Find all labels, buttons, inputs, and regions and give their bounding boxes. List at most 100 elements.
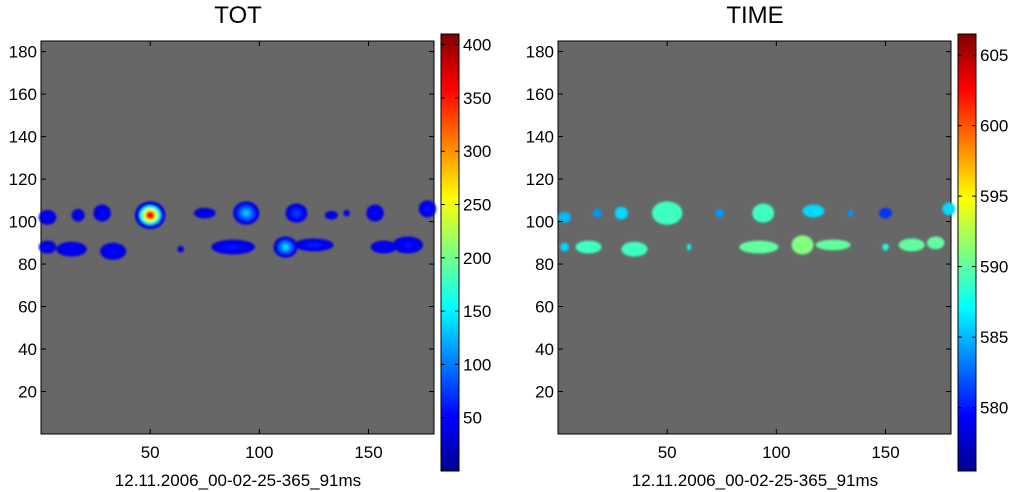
heat-contour	[330, 214, 333, 216]
blob-layer	[558, 201, 956, 257]
colorbar-tick-label: 580	[980, 399, 1008, 418]
blob-layer	[38, 200, 437, 260]
colorbar-tick-label: 150	[463, 302, 491, 321]
heat-contour	[592, 208, 602, 218]
heat-spot	[621, 241, 648, 257]
heat-contour	[686, 243, 692, 251]
heat-contour	[76, 214, 80, 217]
colorbar-tick-label: 250	[463, 196, 491, 215]
heat-contour	[310, 243, 318, 247]
heat-contour	[110, 249, 116, 253]
y-tick-label: 100	[9, 213, 37, 232]
y-tick-label: 80	[535, 255, 554, 274]
heat-spot	[898, 238, 925, 252]
heat-spot	[926, 236, 945, 250]
y-tick-label: 100	[526, 213, 554, 232]
colorbar	[440, 33, 460, 472]
heat-contour	[651, 201, 683, 225]
heat-contour	[848, 208, 853, 218]
heat-spot	[193, 207, 216, 219]
heat-spot	[815, 239, 851, 251]
colorbar-tick-label: 595	[980, 187, 1008, 206]
colorbar-tick-label: 350	[463, 89, 491, 108]
heat-spot	[560, 242, 569, 252]
heat-spot	[392, 236, 424, 254]
heat-contour	[558, 212, 572, 223]
colorbar-tick-label: 600	[980, 117, 1008, 136]
y-tick-label: 60	[18, 298, 37, 317]
chart-title: TOT	[214, 2, 262, 29]
heat-spot	[686, 243, 692, 251]
heat-contour	[878, 207, 893, 219]
heat-contour	[45, 215, 50, 219]
x-axis: 50 100 150	[141, 41, 383, 462]
y-tick-label: 40	[535, 340, 554, 359]
colorbar-tick-label: 50	[463, 409, 482, 428]
heat-contour	[425, 207, 430, 211]
y-tick-label: 80	[18, 255, 37, 274]
heat-contour	[752, 203, 775, 223]
heat-spot	[848, 208, 853, 218]
heat-spot	[791, 235, 814, 255]
x-axis-label: 12.11.2006_00-02-25-365_91ms	[115, 471, 361, 490]
x-tick-label: 150	[871, 443, 899, 462]
heat-contour	[898, 238, 925, 252]
chart-title: TIME	[726, 2, 783, 29]
heat-contour	[791, 235, 814, 255]
heat-spot	[418, 200, 437, 218]
heat-contour	[45, 245, 50, 249]
heat-spot	[71, 208, 85, 222]
heat-spot	[878, 207, 893, 219]
heat-spot	[366, 204, 384, 222]
y-tick-label: 140	[9, 128, 37, 147]
heat-spot	[99, 242, 127, 260]
colorbar-axis: 50 100 150 200 250 300 350 400	[441, 36, 491, 428]
heat-spot	[752, 203, 775, 223]
heat-spot	[324, 210, 338, 220]
heat-spot	[592, 208, 602, 218]
heat-contour	[575, 240, 602, 254]
heat-spot	[802, 204, 825, 218]
heat-contour	[560, 242, 569, 252]
colorbar-tick-label: 585	[980, 328, 1008, 347]
heat-spot	[211, 239, 255, 255]
heat-spot	[285, 203, 308, 223]
heat-contour	[68, 247, 75, 251]
heat-spot	[343, 209, 350, 217]
heat-spot	[882, 243, 889, 251]
y-tick-label: 60	[535, 298, 554, 317]
colorbar-tick-label: 100	[463, 355, 491, 374]
colorbar-tick-label: 590	[980, 258, 1008, 277]
y-tick-label: 120	[526, 170, 554, 189]
x-axis: 50 100 150	[658, 41, 900, 462]
heat-spot	[294, 238, 334, 252]
heat-contour	[739, 240, 779, 254]
heat-contour	[147, 212, 153, 218]
heat-contour	[942, 202, 956, 216]
heat-contour	[815, 239, 851, 251]
heat-contour	[346, 212, 348, 214]
heat-spot	[177, 245, 185, 253]
heat-spot	[370, 240, 397, 254]
x-tick-label: 50	[658, 443, 677, 462]
y-tick-label: 20	[535, 383, 554, 402]
heat-contour	[882, 243, 889, 251]
y-tick-label: 20	[18, 383, 37, 402]
y-tick-label: 160	[9, 85, 37, 104]
heat-spot	[93, 204, 111, 222]
heat-contour	[802, 204, 825, 218]
heat-spot	[614, 206, 628, 220]
y-tick-label: 40	[18, 340, 37, 359]
heat-spot	[558, 212, 572, 223]
plot-area	[40, 40, 435, 435]
heat-contour	[405, 243, 411, 247]
heat-contour	[283, 245, 288, 249]
y-tick-label: 180	[9, 43, 37, 62]
heat-contour	[202, 212, 207, 215]
heat-contour	[229, 245, 238, 249]
x-axis-label: 12.11.2006_00-02-25-365_91ms	[632, 471, 878, 490]
heat-contour	[100, 211, 104, 215]
y-tick-label: 120	[9, 170, 37, 189]
colorbar-tick-label: 400	[463, 36, 491, 55]
